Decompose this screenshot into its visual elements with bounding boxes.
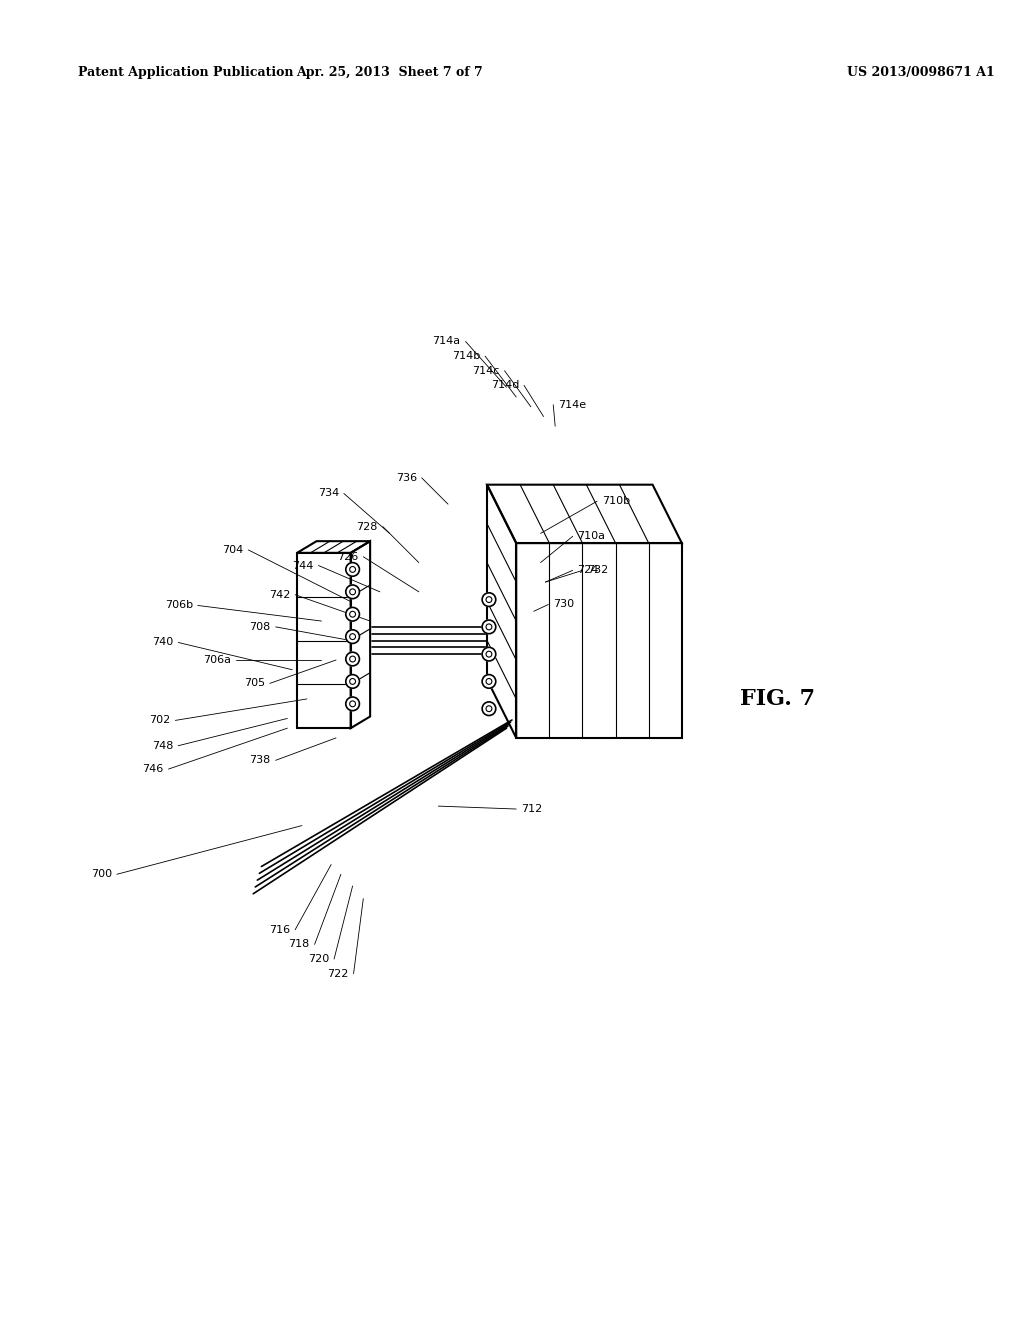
Text: 722: 722 <box>328 969 349 978</box>
Text: 744: 744 <box>292 561 313 570</box>
Circle shape <box>346 562 359 577</box>
Text: 714d: 714d <box>490 380 519 391</box>
Text: 710a: 710a <box>578 532 605 541</box>
Text: 746: 746 <box>142 764 164 774</box>
Text: 702: 702 <box>150 715 170 726</box>
Circle shape <box>346 675 359 688</box>
Text: 742: 742 <box>269 590 290 599</box>
Text: 706b: 706b <box>165 601 193 610</box>
Circle shape <box>482 675 496 688</box>
Text: 712: 712 <box>521 804 543 814</box>
Text: 710b: 710b <box>602 496 630 507</box>
Circle shape <box>346 607 359 620</box>
Text: 728: 728 <box>356 521 378 532</box>
Circle shape <box>346 652 359 665</box>
Circle shape <box>482 702 496 715</box>
Text: 704: 704 <box>222 545 244 554</box>
Circle shape <box>482 620 496 634</box>
Text: 738: 738 <box>250 755 270 766</box>
Text: 730: 730 <box>553 599 574 610</box>
Text: 720: 720 <box>308 954 330 964</box>
Circle shape <box>346 585 359 599</box>
Text: US 2013/0098671 A1: US 2013/0098671 A1 <box>848 66 995 79</box>
Text: 740: 740 <box>153 638 173 648</box>
Text: 700: 700 <box>91 870 112 879</box>
Text: 734: 734 <box>317 488 339 499</box>
Text: 714b: 714b <box>452 351 480 362</box>
Circle shape <box>482 593 496 606</box>
Text: 714a: 714a <box>432 337 461 346</box>
Text: 705: 705 <box>244 678 265 688</box>
Text: 748: 748 <box>152 741 173 751</box>
Text: 706a: 706a <box>203 655 230 665</box>
Text: 718: 718 <box>289 940 309 949</box>
Text: 714c: 714c <box>472 366 500 376</box>
Text: 714e: 714e <box>558 400 586 409</box>
Text: 716: 716 <box>269 925 290 935</box>
Text: Apr. 25, 2013  Sheet 7 of 7: Apr. 25, 2013 Sheet 7 of 7 <box>296 66 483 79</box>
Text: Patent Application Publication: Patent Application Publication <box>78 66 294 79</box>
Text: 736: 736 <box>395 473 417 483</box>
Circle shape <box>346 630 359 643</box>
Text: 708: 708 <box>250 622 270 632</box>
Text: 724: 724 <box>578 565 599 576</box>
Text: FIG. 7: FIG. 7 <box>740 688 815 710</box>
Circle shape <box>346 697 359 710</box>
Circle shape <box>482 647 496 661</box>
Text: 732: 732 <box>588 565 608 576</box>
Text: 726: 726 <box>337 552 358 562</box>
